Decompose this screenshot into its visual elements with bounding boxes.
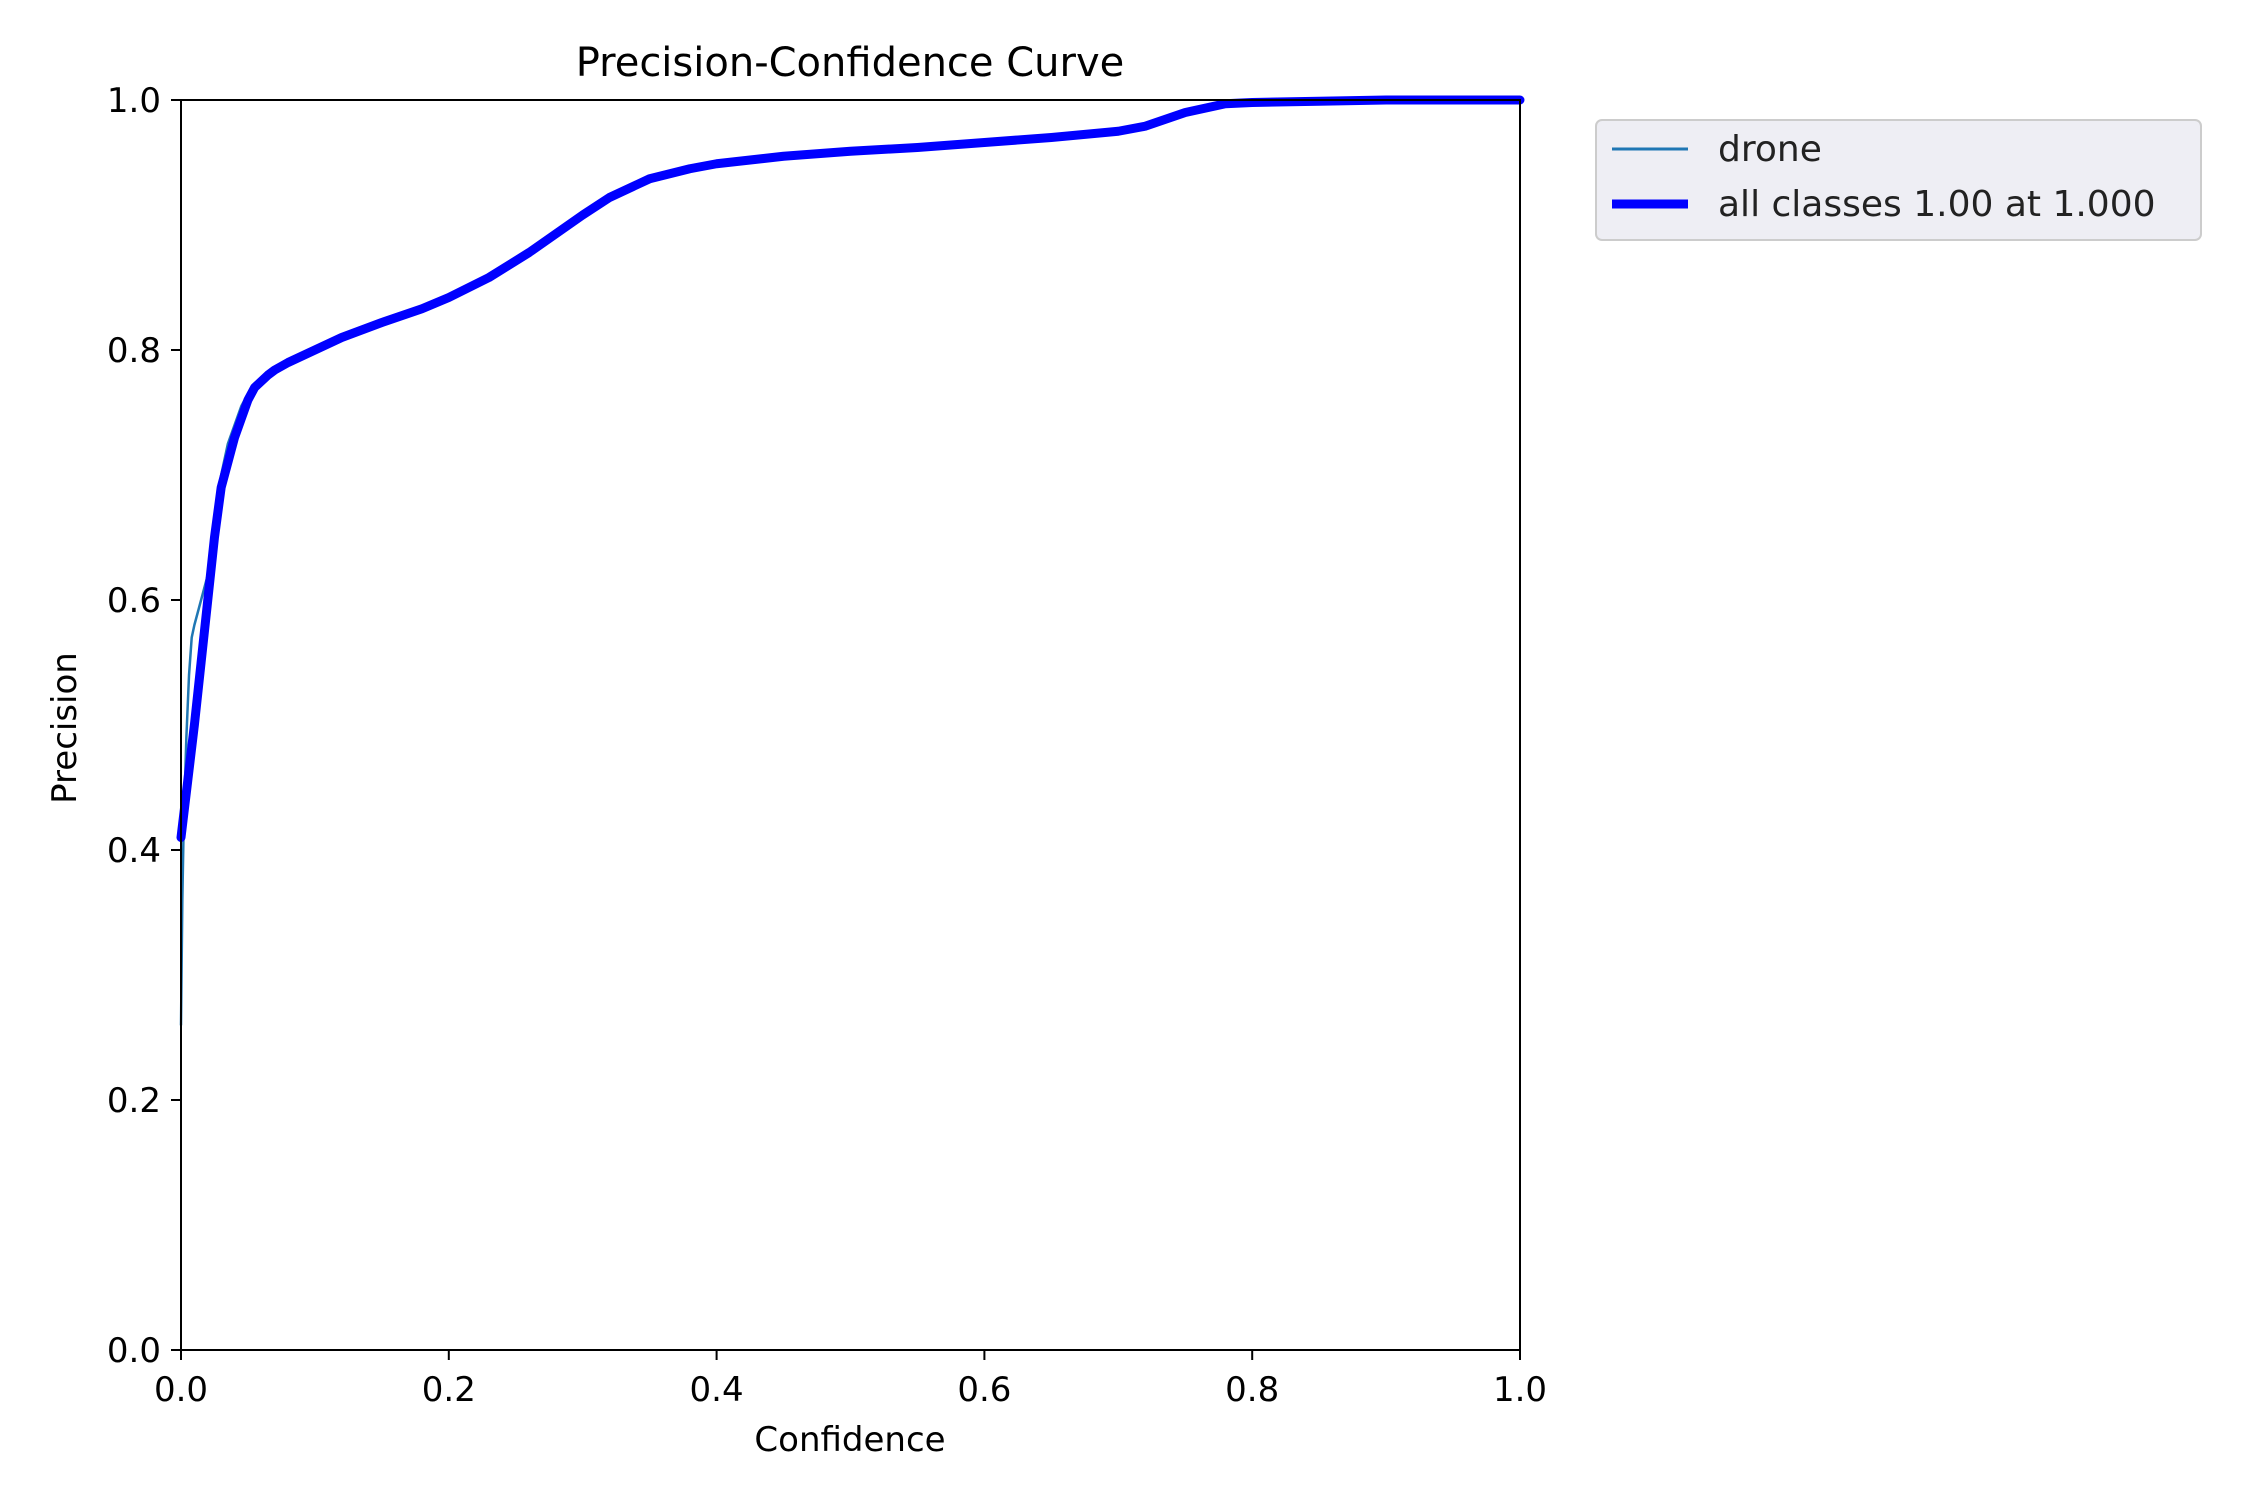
x-tick-label: 0.2 xyxy=(422,1370,476,1410)
series-layer xyxy=(176,95,1525,1027)
chart-title: Precision-Confidence Curve xyxy=(576,40,1125,86)
x-tick-label: 1.0 xyxy=(1493,1370,1547,1410)
legend: drone all classes 1.00 at 1.000 xyxy=(1595,119,2202,241)
legend-label-drone: drone xyxy=(1718,129,1822,170)
y-tick-label: 1.0 xyxy=(107,81,161,121)
series-line-all-classes xyxy=(176,95,1525,842)
x-tick-label: 0.6 xyxy=(957,1370,1011,1410)
y-axis-label: Precision xyxy=(45,652,85,804)
x-tick-label: 0.0 xyxy=(154,1370,208,1410)
y-tick-label: 0.4 xyxy=(107,831,161,871)
axes-layer: 0.0 0.2 0.4 0.6 0.8 1.0 0.0 0.2 0.4 0.6 0.8 1.0 xyxy=(107,81,1547,1410)
y-tick-label: 0.2 xyxy=(107,1081,161,1121)
y-tick-label: 0.0 xyxy=(107,1331,161,1371)
plot-frame xyxy=(180,99,1521,1351)
x-tick-label: 0.4 xyxy=(690,1370,744,1410)
legend-box xyxy=(1595,119,2202,241)
legend-label-all-classes: all classes 1.00 at 1.000 xyxy=(1718,184,2156,225)
plot-background xyxy=(181,100,1520,1350)
y-tick-label: 0.6 xyxy=(107,581,161,621)
x-axis-label: Confidence xyxy=(754,1420,945,1460)
y-tick-label: 0.8 xyxy=(107,331,161,371)
plot-area xyxy=(181,100,1520,1350)
x-tick-label: 0.8 xyxy=(1225,1370,1279,1410)
